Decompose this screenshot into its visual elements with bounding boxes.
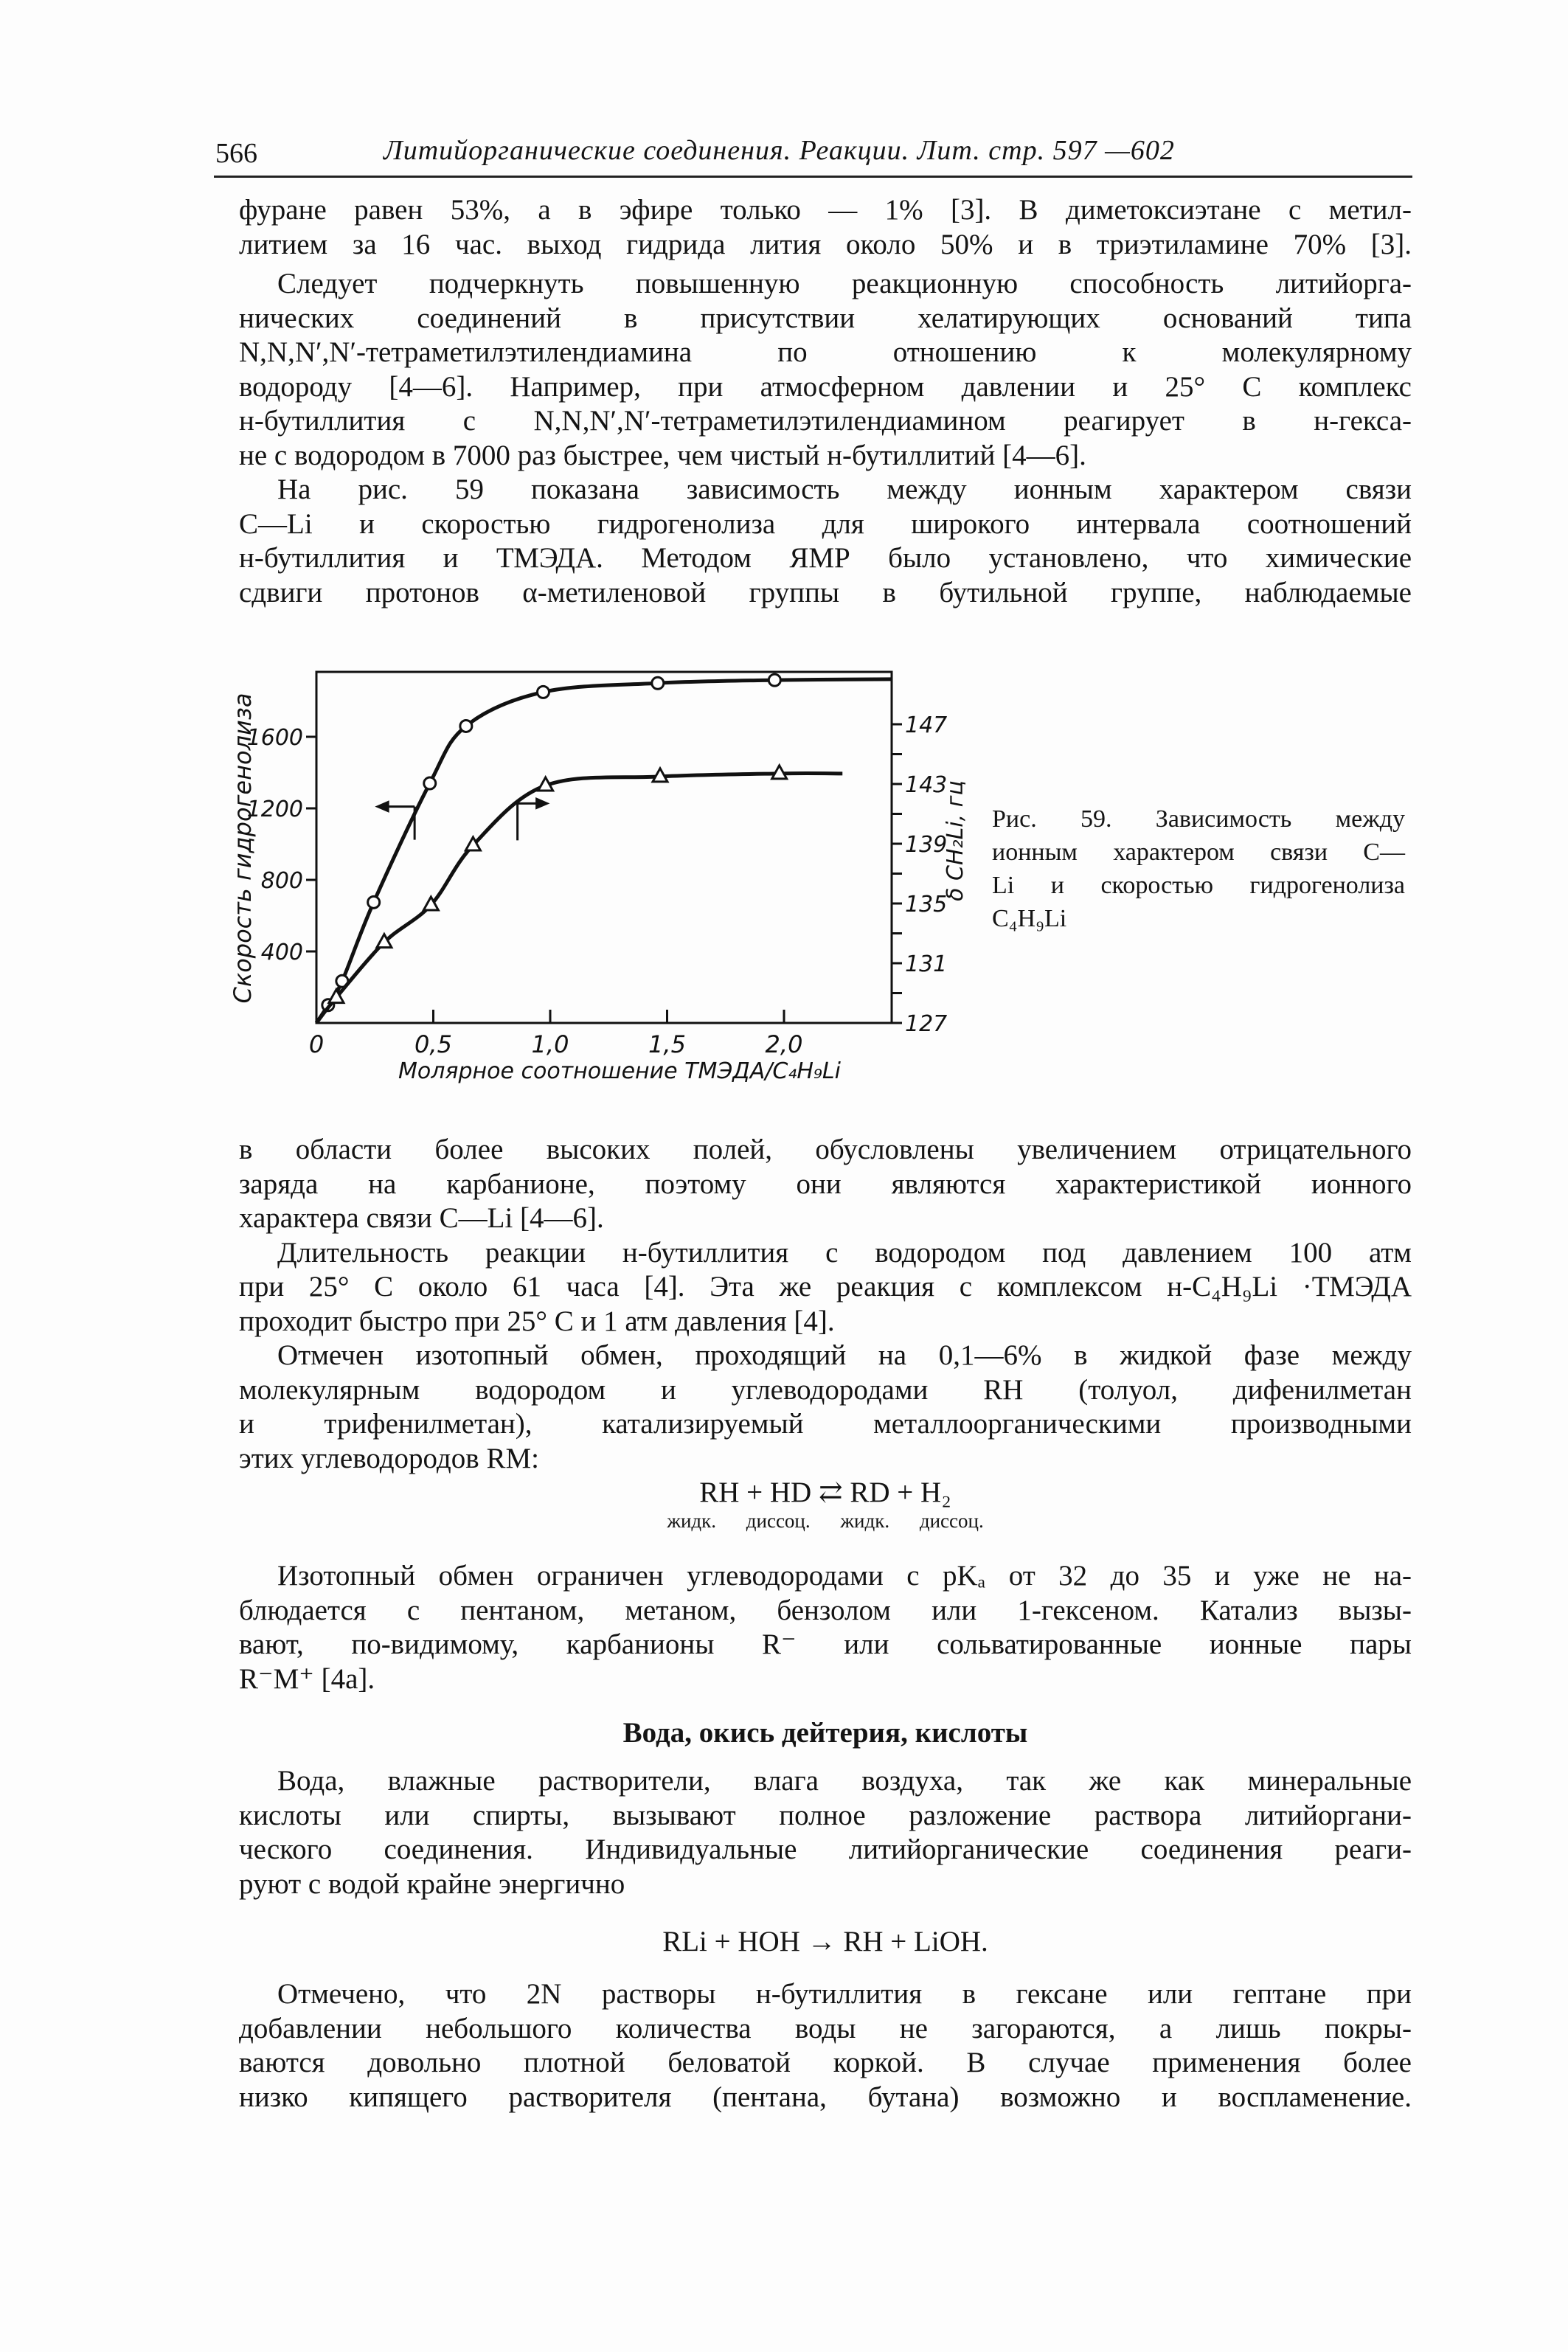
text-line: не с водородом в 7000 раз быстрее, чем ч… [239, 439, 1086, 471]
paragraph: Следует подчеркнуть повышенную реакционн… [239, 267, 1412, 473]
paragraph: Отмечено, что 2N растворы н-бутиллития в… [239, 1977, 1412, 2115]
data-point-triangle [375, 932, 394, 949]
caption-line: ионным характером связи C— [992, 839, 1405, 866]
text-line: характера связи C—Li [4—6]. [239, 1202, 604, 1234]
text-line: фуране равен 53%, а в эфире только — 1% … [239, 194, 1412, 226]
running-title: Литийорганические соединения. Реакции. Л… [384, 135, 1175, 166]
text-line: низко кипящего растворителя (пентана, бу… [239, 2081, 1412, 2113]
text-line: кислоты или спирты, вызывают полное разл… [239, 1799, 1412, 1831]
text-line: нических соединений в присутствии хелати… [239, 302, 1412, 334]
text-section-top: фуране равен 53%, а в эфире только — 1% … [239, 193, 1412, 610]
data-point-triangle [536, 774, 555, 792]
text-line: Отмечен изотопный обмен, проходящий на 0… [277, 1339, 1412, 1371]
y-right-tick-label: 131 [905, 951, 947, 977]
text-line: проходит быстро при 25° С и 1 атм давлен… [239, 1305, 835, 1337]
text-line: при 25° С около 61 часа [4]. Эта же реак… [239, 1271, 1412, 1302]
plot-frame [315, 670, 893, 1024]
text-line: добавлении небольшого количества воды не… [239, 2012, 1412, 2044]
data-point-circle [651, 676, 665, 690]
y-tick-label: 400 [261, 940, 303, 965]
x-tick-label: 1,0 [532, 1030, 569, 1058]
text-line: ческого соединения. Индивидуальные литий… [239, 1834, 1412, 1865]
text-line: руют с водой крайне энергично [239, 1867, 625, 1900]
text-line: молекулярным водородом и углеводородами … [239, 1373, 1412, 1406]
data-point-circle [367, 895, 381, 909]
text-line: сдвиги протонов α-метиленовой группы в б… [239, 576, 1412, 608]
text-line: этих углеводородов RM: [239, 1442, 539, 1474]
text-line: водороду [4—6]. Например, при атмосферно… [239, 370, 1412, 403]
y-right-tick-label: 139 [905, 832, 947, 858]
x-tick-label: 0,5 [414, 1030, 452, 1058]
y-tick-label: 800 [261, 868, 303, 894]
text-line: блюдается с пентаном, метаном, бензолом … [239, 1594, 1412, 1626]
series-line-triangle [315, 771, 843, 1024]
text-line: заряда на карбанионе, поэтому они являют… [239, 1168, 1412, 1200]
caption-line: Рис. 59. Зависимость между [992, 805, 1405, 833]
equation-isotope-exchange: RH + HD ⇄ RD + H₂ [699, 1477, 951, 1508]
y-tick-label: 1600 [247, 725, 303, 751]
y-tick-label: 1200 [247, 797, 303, 822]
paragraph: в области более высоких полей, обусловле… [239, 1133, 1412, 1236]
paragraph: Длительность реакции н-бутиллития с водо… [239, 1236, 1412, 1339]
figure-59-chart: 0 0,5 1,0 1,5 2,0 400 800 1200 1600 127 131 135 139 1… [229, 670, 968, 1084]
data-point-circle [767, 673, 782, 687]
text-line: Длительность реакции н-бутиллития с водо… [277, 1236, 1412, 1269]
arrow-to-right-axis-icon [516, 797, 550, 841]
arrow-to-left-axis-icon [375, 800, 416, 840]
x-tick-label: 1,5 [648, 1030, 686, 1058]
text-line: Отмечено, что 2N растворы н-бутиллития в… [277, 1978, 1412, 2010]
series-line-circle [314, 677, 892, 1024]
data-point-triangle [421, 894, 440, 912]
text-line: вают, по-видимому, карбанионы R⁻ или сол… [239, 1628, 1412, 1660]
figure-caption: Рис. 59. Зависимость между ионным характе… [992, 802, 1405, 935]
x-tick-label: 2,0 [766, 1030, 803, 1058]
caption-line: Li и скоростью гидрогенолиза [992, 872, 1405, 899]
caption-line: C₄H₉Li [992, 905, 1067, 932]
data-point-triangle [327, 987, 346, 1005]
y-right-tick-label: 147 [905, 712, 947, 738]
section-heading: Вода, окись дейтерия, кислоты [622, 1717, 1028, 1749]
text-line: в области более высоких полей, обусловле… [239, 1134, 1412, 1165]
page-number: 566 [215, 138, 257, 169]
data-point-circle [459, 718, 473, 733]
text-line: н-бутиллития и ТМЭДА. Методом ЯМР было у… [239, 542, 1412, 574]
text-line: N,N,N′,N′-тетраметилэтилендиамина по отн… [239, 336, 1412, 368]
paragraph: фуране равен 53%, а в эфире только — 1% … [239, 193, 1412, 262]
y-right-tick-label: 127 [905, 1011, 947, 1037]
paragraph: Вода, влажные растворители, влага воздух… [239, 1764, 1412, 1901]
text-line: ваются довольно плотной беловатой коркой… [239, 2047, 1412, 2078]
text-line: На рис. 59 показана зависимость между ио… [277, 473, 1412, 505]
data-point-triangle [651, 766, 670, 783]
text-line: R⁻M⁺ [4а]. [239, 1662, 375, 1695]
equation-phase-labels: жидк. диссоц. жидк. диссоц. [667, 1510, 984, 1532]
y-right-tick-label: 143 [905, 772, 947, 798]
data-point-triangle [770, 763, 789, 780]
y-right-axis-label: δ CH₂Li, гц [943, 780, 968, 901]
text-line: н-бутиллития с N,N,N′,N′-тетраметилэтиле… [239, 405, 1412, 437]
y-right-tick-label: 135 [905, 892, 947, 917]
paragraph: На рис. 59 показана зависимость между ио… [239, 473, 1412, 610]
paragraph: Отмечен изотопный обмен, проходящий на 0… [239, 1339, 1412, 1476]
data-point-circle [535, 684, 550, 699]
equation-hydrolysis: RLi + HOH → RH + LiOH. [662, 1926, 988, 1957]
data-point-circle [423, 776, 437, 791]
x-tick-label: 0 [309, 1030, 324, 1058]
x-axis-label: Молярное соотношение ТМЭДА/C₄H₉Li [398, 1058, 842, 1084]
text-section-bottom: в области более высоких полей, обусловле… [239, 1133, 1412, 2115]
data-point-triangle [463, 834, 482, 852]
text-line: C—Li и скоростью гидрогенолиза для широк… [239, 507, 1412, 540]
text-line: Изотопный обмен ограничен углеводородами… [277, 1560, 1412, 1592]
text-line: Вода, влажные растворители, влага воздух… [277, 1765, 1412, 1797]
text-line: Следует подчеркнуть повышенную реакционн… [277, 268, 1412, 299]
header-rule [214, 176, 1412, 178]
text-line: литием за 16 час. выход гидрида лития ок… [239, 228, 1412, 260]
paragraph: Изотопный обмен ограничен углеводородами… [239, 1559, 1412, 1696]
y-axis-label: Скорость гидрогенолиза [229, 693, 257, 1004]
text-line: и трифенилметан), катализируемый металло… [239, 1408, 1412, 1440]
